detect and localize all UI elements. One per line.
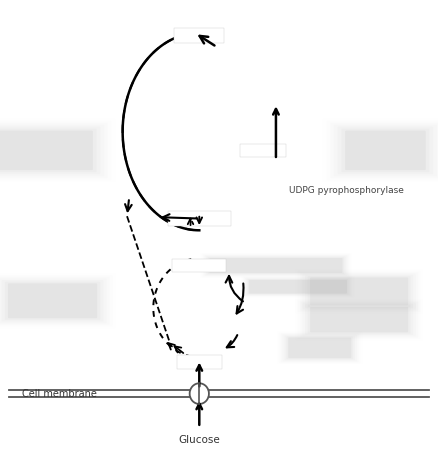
FancyBboxPatch shape bbox=[310, 307, 408, 332]
FancyBboxPatch shape bbox=[310, 277, 408, 306]
Text: Cell membrane: Cell membrane bbox=[22, 389, 97, 399]
FancyBboxPatch shape bbox=[345, 131, 426, 170]
FancyBboxPatch shape bbox=[172, 258, 226, 273]
Circle shape bbox=[190, 383, 209, 404]
FancyBboxPatch shape bbox=[307, 276, 411, 306]
FancyBboxPatch shape bbox=[0, 131, 93, 170]
FancyBboxPatch shape bbox=[174, 28, 224, 43]
FancyBboxPatch shape bbox=[249, 280, 347, 293]
FancyBboxPatch shape bbox=[209, 258, 343, 273]
FancyBboxPatch shape bbox=[341, 129, 430, 172]
FancyBboxPatch shape bbox=[288, 337, 351, 358]
FancyBboxPatch shape bbox=[168, 211, 231, 226]
FancyBboxPatch shape bbox=[247, 279, 348, 294]
FancyBboxPatch shape bbox=[240, 144, 286, 157]
Text: Glucose: Glucose bbox=[178, 435, 220, 445]
FancyBboxPatch shape bbox=[208, 257, 344, 274]
FancyBboxPatch shape bbox=[8, 283, 97, 318]
FancyBboxPatch shape bbox=[5, 282, 100, 320]
FancyBboxPatch shape bbox=[177, 355, 222, 368]
FancyBboxPatch shape bbox=[307, 306, 411, 334]
Text: UDPG pyrophosphorylase: UDPG pyrophosphorylase bbox=[289, 186, 404, 195]
FancyBboxPatch shape bbox=[0, 129, 97, 172]
FancyBboxPatch shape bbox=[286, 337, 353, 359]
